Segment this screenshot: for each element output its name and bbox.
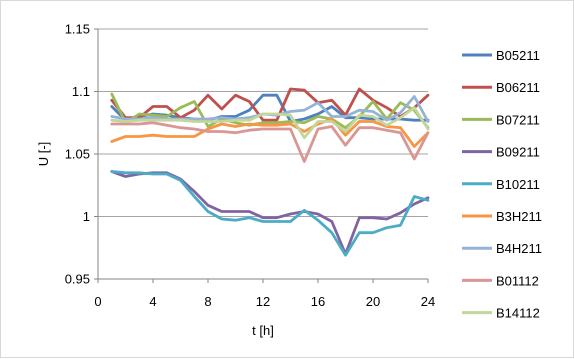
x-tick-label: 0 xyxy=(94,294,101,309)
y-tick-label: 0.95 xyxy=(65,272,90,287)
legend-label: B05211 xyxy=(496,48,540,63)
series-line-b06211 xyxy=(110,87,430,122)
x-tick-label: 8 xyxy=(204,294,211,309)
series-line-b14112 xyxy=(110,106,430,140)
legend-label: B10211 xyxy=(496,177,540,192)
x-tick-label: 16 xyxy=(311,294,325,309)
legend-label: B01112 xyxy=(496,273,539,288)
legend-label: B06211 xyxy=(496,80,540,95)
legend-label: B14112 xyxy=(496,306,540,321)
y-tick-label: 1 xyxy=(83,209,90,224)
x-axis-title: t [h] xyxy=(252,323,274,338)
y-tick-label: 1.1 xyxy=(72,84,90,99)
series-line-b3h211 xyxy=(110,117,430,148)
legend-label: B09211 xyxy=(496,145,540,160)
x-tick-label: 12 xyxy=(256,294,270,309)
y-tick-label: 1.15 xyxy=(65,22,90,37)
y-tick-label: 1.05 xyxy=(65,147,90,162)
legend-label: B4H211 xyxy=(496,241,542,256)
legend-label: B3H211 xyxy=(496,209,542,224)
series-line-b10211 xyxy=(110,170,430,257)
y-axis-title: U [-] xyxy=(36,142,51,167)
legend-label: B07211 xyxy=(496,112,540,127)
x-tick-label: 20 xyxy=(366,294,380,309)
series-line-b07211 xyxy=(110,92,430,130)
x-tick-label: 4 xyxy=(149,294,156,309)
series-line-b01112 xyxy=(110,121,430,163)
series-line-b09211 xyxy=(110,170,430,256)
x-tick-label: 24 xyxy=(421,294,435,309)
